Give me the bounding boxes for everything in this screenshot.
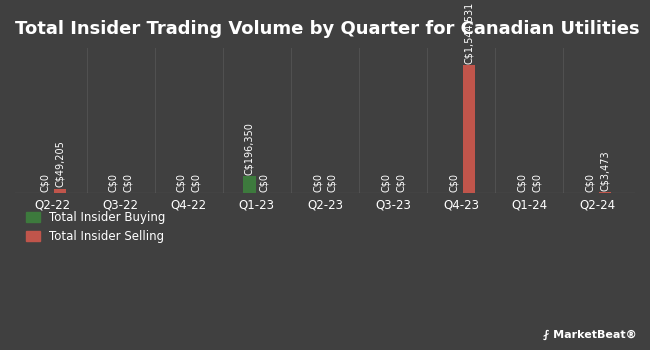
Text: C$0: C$0 (313, 173, 322, 191)
Text: C$0: C$0 (176, 173, 187, 191)
Text: C$0: C$0 (448, 173, 459, 191)
Text: C$49,205: C$49,205 (55, 141, 65, 188)
Text: C$0: C$0 (517, 173, 527, 191)
Text: C$1,544,531: C$1,544,531 (463, 1, 474, 64)
Text: C$0: C$0 (191, 173, 202, 191)
Text: C$0: C$0 (585, 173, 595, 191)
Legend: Total Insider Buying, Total Insider Selling: Total Insider Buying, Total Insider Sell… (21, 206, 170, 248)
Text: C$0: C$0 (532, 173, 542, 191)
Text: C$0: C$0 (123, 173, 133, 191)
Bar (463, 65, 475, 193)
Bar (54, 189, 66, 193)
Text: C$196,350: C$196,350 (244, 122, 254, 175)
Bar (243, 176, 255, 193)
Text: C$0: C$0 (328, 173, 337, 191)
Text: C$0: C$0 (396, 173, 406, 191)
Text: ⨏ MarketBeat®: ⨏ MarketBeat® (543, 329, 637, 340)
Text: C$0: C$0 (40, 173, 50, 191)
Text: C$0: C$0 (259, 173, 269, 191)
Text: C$0: C$0 (108, 173, 118, 191)
Text: C$3,473: C$3,473 (600, 150, 610, 191)
Text: Total Insider Trading Volume by Quarter for Canadian Utilities: Total Insider Trading Volume by Quarter … (15, 20, 640, 38)
Text: C$0: C$0 (381, 173, 391, 191)
